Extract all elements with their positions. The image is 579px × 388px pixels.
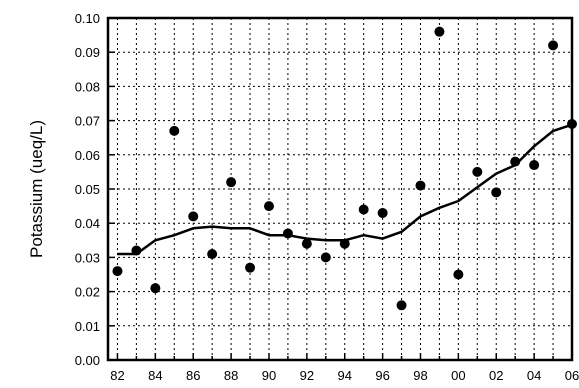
x-tick-label: 02 (489, 368, 503, 383)
y-axis-title: Potassium (ueq/L) (27, 120, 46, 258)
y-tick-label: 0.02 (75, 285, 100, 300)
y-tick-label: 0.00 (75, 353, 100, 368)
data-point (510, 156, 521, 167)
x-tick-label: 84 (148, 368, 162, 383)
x-tick-label: 86 (186, 368, 200, 383)
data-point (567, 119, 577, 130)
data-point (226, 177, 237, 188)
data-point (301, 238, 312, 249)
data-point (150, 283, 161, 294)
y-tick-label: 0.06 (75, 148, 100, 163)
data-point (263, 201, 274, 212)
data-point (415, 180, 426, 191)
data-points (112, 26, 577, 311)
data-point (320, 252, 331, 263)
data-point (282, 228, 293, 239)
x-tick-label: 96 (375, 368, 389, 383)
y-tick-label: 0.07 (75, 114, 100, 129)
x-tick-label: 06 (565, 368, 579, 383)
data-point (472, 166, 483, 177)
tick-labels: 82 84 86 88 90 92 94 96 98 00 02 04 06 0.00 0.01 0.02 0.… (75, 11, 579, 383)
data-point (131, 245, 142, 256)
y-tick-label: 0.05 (75, 182, 100, 197)
data-point (188, 211, 199, 222)
x-tick-label: 98 (413, 368, 427, 383)
data-point (358, 204, 369, 215)
data-point (396, 300, 407, 311)
x-tick-label: 00 (451, 368, 465, 383)
data-point (377, 207, 388, 218)
data-point (434, 26, 445, 37)
data-point (453, 269, 464, 280)
y-tick-label: 0.04 (75, 216, 100, 231)
data-point (207, 248, 218, 259)
x-tick-label: 92 (300, 368, 314, 383)
data-point (245, 262, 256, 273)
y-tick-label: 0.03 (75, 250, 100, 265)
x-tick-label: 82 (110, 368, 124, 383)
data-point (491, 187, 502, 198)
x-tick-label: 94 (338, 368, 352, 383)
data-point (529, 160, 540, 171)
data-point (548, 40, 559, 51)
x-tick-label: 88 (224, 368, 238, 383)
y-tick-label: 0.01 (75, 319, 100, 334)
x-tick-label: 04 (527, 368, 541, 383)
x-tick-label: 90 (262, 368, 276, 383)
y-tick-label: 0.09 (75, 45, 100, 60)
data-point (339, 238, 350, 249)
data-point (169, 125, 180, 136)
data-point (112, 266, 123, 277)
grid-lines (108, 18, 572, 360)
y-tick-label: 0.08 (75, 79, 100, 94)
tick-marks (108, 17, 573, 361)
y-tick-label: 0.10 (75, 11, 100, 26)
